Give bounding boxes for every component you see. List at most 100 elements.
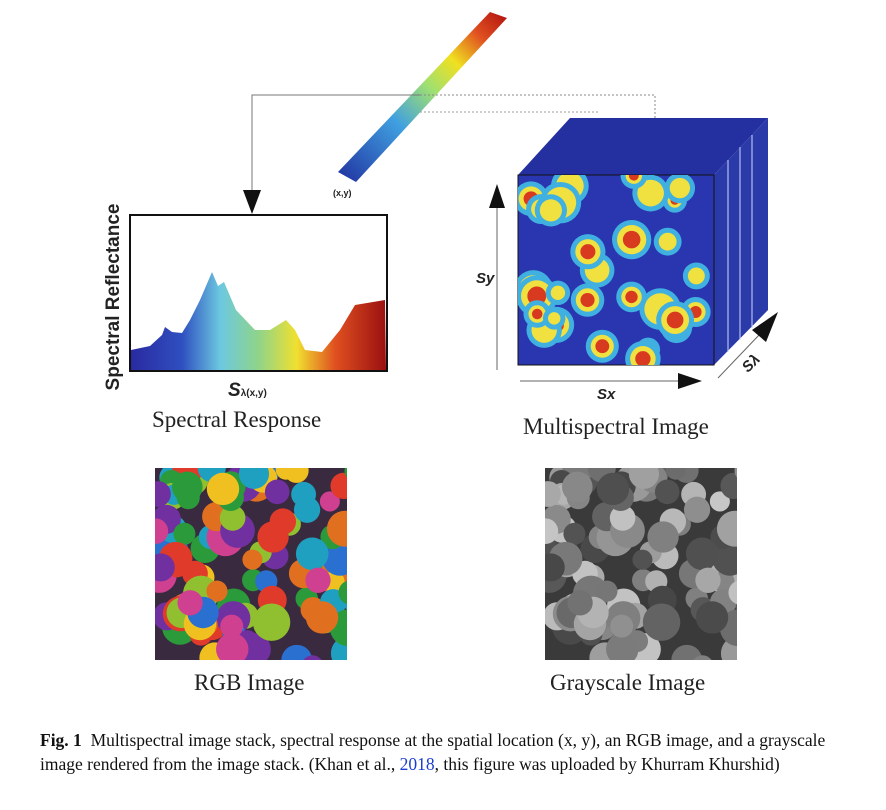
pompom bbox=[609, 505, 636, 531]
pompom bbox=[206, 580, 228, 602]
pompom bbox=[693, 655, 712, 660]
pompom bbox=[596, 580, 618, 602]
pompom bbox=[685, 537, 719, 571]
pompom bbox=[252, 603, 291, 641]
cube-axis-x-label: Sx bbox=[597, 386, 616, 403]
pompom bbox=[683, 496, 711, 523]
pompom bbox=[545, 481, 561, 507]
hotspot bbox=[547, 312, 561, 325]
pompom bbox=[155, 553, 175, 582]
pompom bbox=[628, 468, 660, 489]
pompom bbox=[293, 496, 321, 523]
pompom bbox=[257, 521, 289, 553]
hotspot bbox=[580, 292, 595, 308]
pompom bbox=[695, 601, 729, 634]
hotspot bbox=[628, 175, 639, 181]
caption-label: Fig. 1 bbox=[40, 730, 82, 750]
citation-link[interactable]: 2018 bbox=[399, 754, 435, 774]
pompom bbox=[322, 540, 347, 576]
multispectral-image-title: Multispectral Image bbox=[523, 414, 709, 439]
arrow-right-icon bbox=[678, 373, 702, 389]
pompom bbox=[596, 472, 630, 506]
pompom bbox=[545, 553, 565, 582]
spectral-curve bbox=[131, 272, 386, 370]
hotspot bbox=[539, 199, 562, 222]
hotspot bbox=[527, 286, 547, 306]
pompom bbox=[606, 632, 639, 660]
pompom bbox=[330, 472, 347, 500]
pompom bbox=[671, 644, 703, 660]
hotspot bbox=[635, 351, 651, 365]
pompom bbox=[238, 468, 270, 489]
pompom bbox=[242, 549, 263, 570]
pompom bbox=[545, 518, 559, 544]
pompom bbox=[177, 590, 203, 616]
pompom bbox=[305, 601, 339, 634]
pompom bbox=[709, 491, 730, 512]
pompom bbox=[326, 510, 347, 547]
pompom bbox=[216, 632, 249, 660]
pompom bbox=[319, 491, 340, 512]
pompom bbox=[275, 468, 297, 480]
hotspot bbox=[550, 285, 566, 301]
hotspot bbox=[531, 308, 543, 320]
rgb-image bbox=[155, 468, 347, 660]
pompom bbox=[695, 567, 721, 593]
pompom bbox=[654, 479, 680, 505]
arrow-down-icon bbox=[243, 190, 261, 214]
rgb-image-title: RGB Image bbox=[194, 670, 305, 695]
pompom bbox=[173, 522, 196, 545]
pompom bbox=[728, 580, 737, 605]
pompom bbox=[155, 481, 171, 507]
cube-top bbox=[518, 118, 768, 175]
pompom bbox=[219, 505, 246, 531]
pompom bbox=[206, 472, 240, 506]
hotspot bbox=[595, 339, 610, 354]
pompom bbox=[171, 471, 203, 503]
pompom bbox=[295, 537, 329, 571]
arrow-diagonal-icon bbox=[752, 312, 778, 342]
point-label: (x,y) bbox=[333, 188, 352, 198]
pompom bbox=[305, 567, 331, 593]
pompom bbox=[712, 540, 737, 576]
figure-caption: Fig. 1 Multispectral image stack, spectr… bbox=[40, 728, 870, 776]
x-axis-label: Sλ(x,y) bbox=[228, 380, 267, 402]
cube-axis-y-label: Sy bbox=[476, 270, 495, 287]
pompom bbox=[338, 580, 347, 605]
grayscale-image-title: Grayscale Image bbox=[550, 670, 706, 695]
hotspot bbox=[622, 230, 641, 249]
pompom bbox=[632, 549, 653, 570]
grayscale-image bbox=[545, 468, 737, 660]
pompom bbox=[734, 468, 737, 478]
pompom bbox=[610, 614, 634, 638]
x-axis-sub: λ(x,y) bbox=[240, 388, 267, 399]
y-axis-label: Spectral Reflectance bbox=[103, 203, 124, 391]
pompom bbox=[155, 518, 169, 544]
caption-text: Multispectral image stack, spectral resp… bbox=[40, 730, 826, 774]
pompom bbox=[561, 471, 593, 503]
pompom bbox=[642, 603, 681, 641]
dotted-connector bbox=[420, 94, 656, 118]
pompom bbox=[281, 644, 313, 660]
hotspot bbox=[666, 311, 684, 329]
hotspot bbox=[658, 232, 677, 251]
hotspot bbox=[687, 267, 705, 285]
pompom bbox=[716, 510, 737, 547]
x-axis-main: S bbox=[228, 380, 241, 401]
spectral-response-title: Spectral Response bbox=[152, 407, 322, 432]
pompom bbox=[344, 468, 347, 478]
pompom bbox=[647, 521, 679, 553]
connector-line bbox=[251, 94, 420, 192]
hotspot bbox=[625, 290, 638, 304]
arrow-up-icon bbox=[489, 184, 505, 208]
pompom bbox=[567, 590, 593, 616]
hotspot bbox=[637, 179, 664, 207]
pompom bbox=[563, 522, 586, 545]
hotspot bbox=[669, 177, 691, 199]
spectral-pixel-bar bbox=[338, 12, 507, 182]
pompom bbox=[220, 614, 244, 638]
hotspot bbox=[580, 244, 596, 260]
caption-text-end: , this figure was uploaded by Khurram Kh… bbox=[434, 754, 780, 774]
